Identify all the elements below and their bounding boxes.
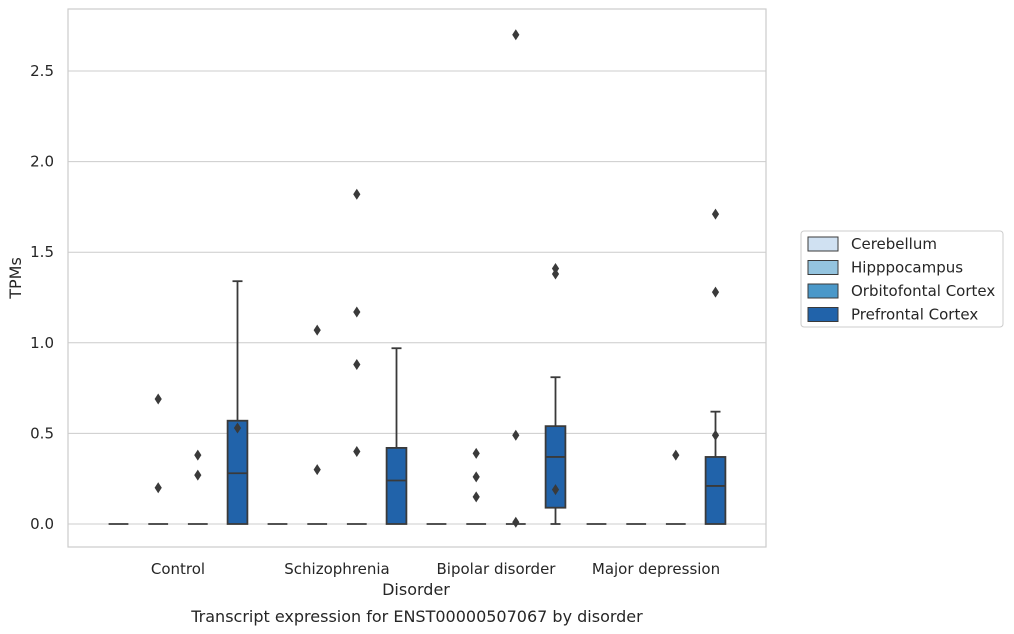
x-tick-labels: Control Schizophrenia Bipolar disorder Majo… [151,560,720,578]
outlier-point [194,469,202,481]
x-tick-label: Control [151,560,205,578]
box [544,425,567,509]
outlier-point [353,446,361,458]
chart-caption: Transcript expression for ENST0000050706… [190,607,643,626]
legend-swatch [807,307,839,322]
x-axis-title: Disorder [382,580,450,599]
y-tick-label: 1.5 [30,243,54,261]
box [226,419,249,525]
box-group [385,347,408,525]
outlier-point [512,516,520,528]
legend-label: Orbitofontal Cortex [851,282,995,300]
y-tick-label: 2.5 [30,62,54,80]
legend-swatch [807,283,839,299]
outlier-point [313,324,321,336]
outlier-point [353,359,361,371]
box-group [226,280,249,525]
plot-frame [67,8,767,548]
y-axis-title: TPMs [6,257,25,300]
outlier-point [672,449,680,461]
outlier-point [711,286,720,298]
boxes [108,280,727,525]
outlier-point [313,464,321,476]
x-tick-label: Schizophrenia [284,560,389,578]
legend-label: Cerebellum [851,235,937,253]
gridlines [68,70,766,525]
outlier-point [551,263,560,275]
y-tick-label: 0.0 [30,515,54,533]
outlier-point [233,422,242,434]
legend-swatch [807,260,839,275]
outliers [154,29,720,528]
box-group [544,376,567,525]
box [385,446,408,525]
x-tick-label: Bipolar disorder [437,560,557,578]
y-tick-label: 0.5 [30,424,54,442]
outlier-point [472,471,480,483]
outlier-point [353,306,361,318]
y-tick-labels: 0.0 0.5 1.0 1.5 2.0 2.5 [30,62,54,533]
outlier-point [194,449,202,461]
outlier-point [154,482,162,494]
y-tick-label: 2.0 [30,153,54,171]
legend-swatch [807,236,839,252]
outlier-point [551,484,560,496]
legend-label: Prefrontal Cortex [851,306,978,324]
y-tick-label: 1.0 [30,334,54,352]
legend-frame [800,230,1004,328]
outlier-point [472,447,480,459]
outlier-point [711,429,720,441]
legend: Cerebellum Hipppocampus Orbitofontal Corte… [800,230,1004,328]
outlier-point [512,29,520,41]
legend-label: Hipppocampus [851,259,963,277]
outlier-point [512,429,520,441]
x-tick-label: Major depression [592,560,720,578]
outlier-point [711,208,720,220]
box-group [704,410,727,525]
outlier-point [154,393,162,405]
outlier-point [472,491,480,503]
outlier-point [353,188,361,200]
box [704,456,727,525]
